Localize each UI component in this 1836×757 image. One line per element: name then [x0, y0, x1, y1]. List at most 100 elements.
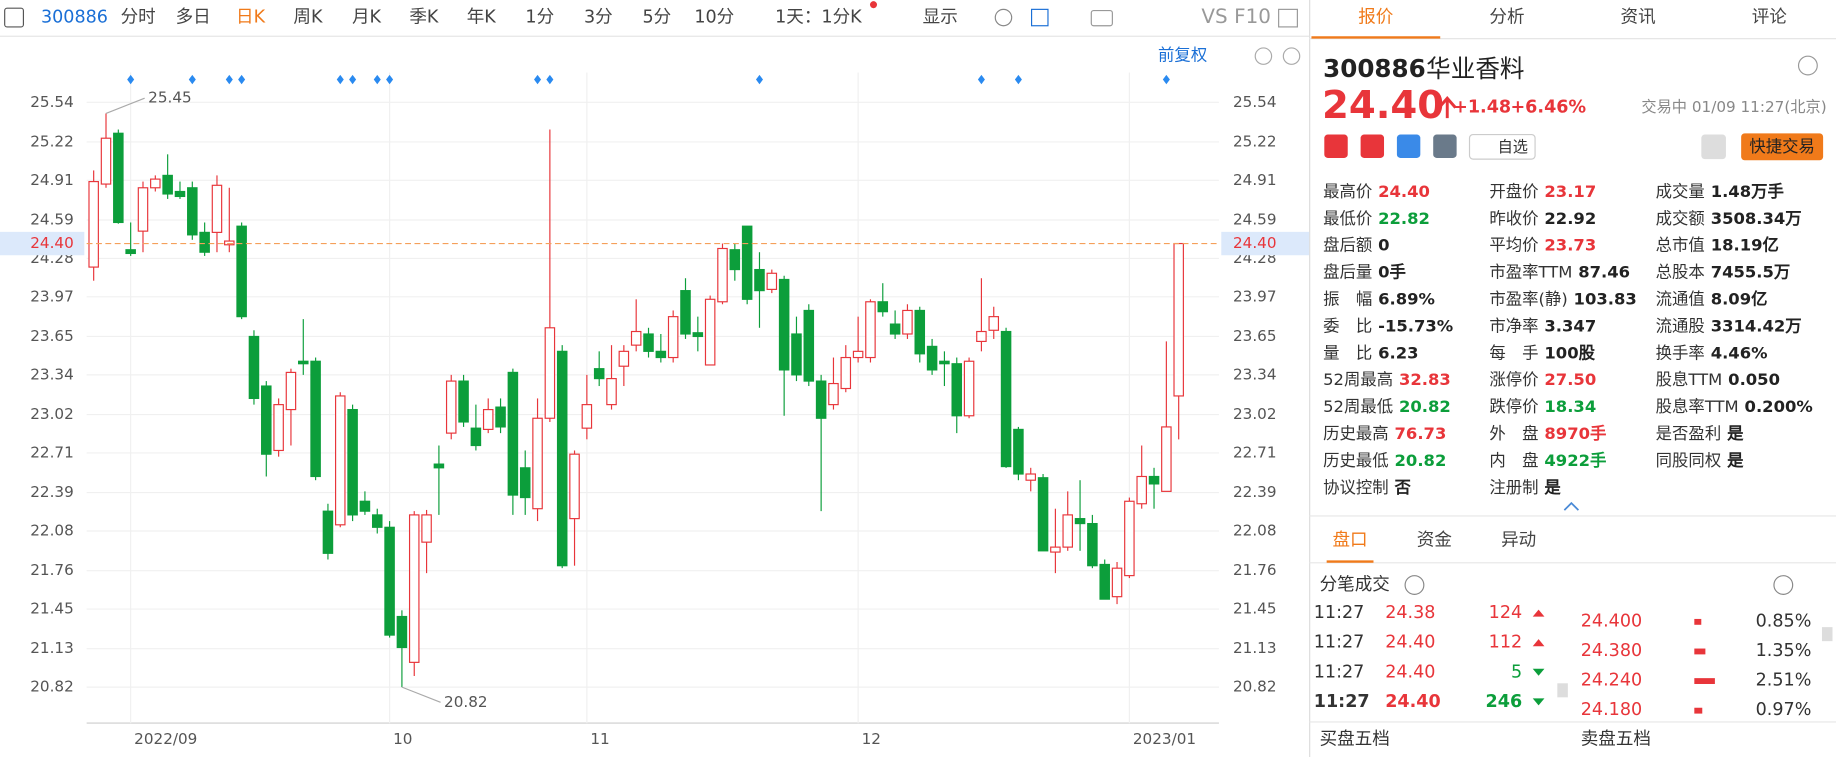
stat-item: 52周最高 32.83 [1323, 370, 1451, 389]
period-tab[interactable]: 季K [409, 8, 439, 28]
vs-button[interactable]: VS [1201, 5, 1227, 28]
stat-item: 是否盈利是 [1656, 424, 1744, 443]
last-price-label: 24.40 [1233, 234, 1277, 252]
panel-tab[interactable]: 报价 [1358, 8, 1394, 28]
period-tab[interactable]: 月K [352, 8, 382, 28]
candle-body [902, 309, 913, 335]
stat-value: 8970手 [1544, 424, 1606, 443]
period-tab[interactable]: 年K [467, 8, 497, 28]
candle-body [1136, 475, 1147, 505]
event-marker[interactable] [349, 74, 357, 85]
candle-body [1087, 522, 1098, 567]
candle-body [384, 526, 395, 636]
sub-tab[interactable]: 盘口 [1333, 531, 1368, 551]
event-marker[interactable] [238, 74, 246, 85]
candle-body [581, 404, 593, 429]
watch-button[interactable] [1468, 133, 1536, 160]
event-marker[interactable] [534, 74, 542, 85]
bell-button[interactable] [1701, 134, 1726, 160]
trade-price: 24.38 [1385, 603, 1435, 623]
stat-value: 103.83 [1574, 289, 1637, 308]
candle-body [593, 368, 605, 380]
menu-icon[interactable] [4, 7, 25, 28]
trade-time: 11:27 [1314, 662, 1365, 682]
quote-change-pct: +6.46% [1510, 98, 1586, 118]
scrollbar [1557, 683, 1568, 698]
interval-select[interactable]: 1天：1分K [775, 8, 862, 28]
info-icon[interactable] [1404, 575, 1425, 595]
candle-body [729, 249, 741, 271]
f10-button[interactable]: F10 [1234, 5, 1271, 28]
sub-tab[interactable]: 资金 [1417, 531, 1453, 551]
stat-item: 每 手 100股 [1489, 343, 1595, 362]
event-marker[interactable] [755, 74, 763, 85]
stat-label: 市净率 [1489, 316, 1538, 335]
candle-body [519, 467, 531, 499]
trade-button[interactable] [1741, 133, 1824, 161]
y-tick-label: 22.39 [30, 483, 74, 501]
draw-box-icon[interactable] [1030, 8, 1049, 27]
tag-icon[interactable] [1433, 134, 1457, 158]
stat-label: 最高价 [1323, 181, 1372, 200]
more-icon[interactable] [1773, 575, 1794, 595]
stat-item: 换手率 4.46% [1656, 343, 1768, 362]
panel-tab[interactable]: 评论 [1752, 8, 1788, 28]
y2-tick-label: 20.82 [1233, 678, 1277, 696]
watch-label[interactable]: 自选 [1498, 138, 1528, 156]
trade-price: 24.40 [1385, 692, 1441, 712]
event-marker[interactable] [1014, 74, 1022, 85]
period-tab[interactable]: 1分 [525, 8, 554, 28]
y2-tick-label: 23.97 [1233, 287, 1277, 305]
period-tab[interactable]: 分时 [121, 8, 156, 28]
period-tab[interactable]: 周K [293, 8, 323, 28]
event-marker[interactable] [546, 74, 554, 85]
stat-label: 流通股 [1656, 316, 1705, 335]
level-bar [1694, 678, 1715, 684]
camera-icon[interactable] [1090, 9, 1113, 27]
gear-icon[interactable] [1797, 55, 1818, 76]
stat-item: 52周最低 20.82 [1323, 397, 1451, 416]
y-tick-label: 22.71 [30, 443, 74, 461]
event-marker[interactable] [225, 74, 233, 85]
event-marker[interactable] [386, 74, 394, 85]
candle-body [569, 453, 580, 520]
stat-label: 总股本 [1656, 262, 1705, 281]
adjust-menu[interactable]: 前复权 [1158, 46, 1207, 65]
zoom-out-icon[interactable] [1254, 47, 1273, 65]
period-tab[interactable]: 5分 [643, 8, 672, 28]
alert-dot [869, 1, 878, 9]
trade-volume: 124 [1489, 603, 1523, 623]
period-tab[interactable]: 3分 [584, 8, 613, 28]
stat-label: 市盈率TTM [1489, 262, 1572, 281]
collapse-icon[interactable] [1563, 501, 1580, 511]
trade-label[interactable]: 快捷交易 [1749, 137, 1815, 156]
stat-label: 市盈率(静) [1489, 289, 1567, 308]
tag-icon[interactable] [1396, 134, 1421, 158]
tag-icon[interactable] [1360, 134, 1385, 158]
candle-body [1062, 514, 1073, 548]
stat-label: 同股同权 [1656, 450, 1722, 469]
period-tab[interactable]: 日K [236, 8, 266, 28]
candle-body [1161, 426, 1172, 492]
x-tick-label: 10 [393, 730, 412, 748]
sub-tab[interactable]: 异动 [1501, 531, 1536, 551]
candle-body [211, 184, 223, 233]
tag-icon[interactable] [1324, 134, 1348, 158]
stat-value: 0.200% [1745, 397, 1813, 416]
candle-body [187, 187, 198, 236]
y-tick-label: 23.34 [30, 365, 74, 383]
candle-body [828, 382, 839, 406]
period-tab[interactable]: 10分 [694, 8, 734, 28]
panel-tab[interactable]: 资讯 [1621, 8, 1656, 28]
panel-tab[interactable]: 分析 [1489, 8, 1524, 28]
panel-toggle-icon[interactable] [1278, 8, 1298, 28]
period-tab[interactable]: 多日 [176, 8, 211, 28]
zoom-in-icon[interactable] [1282, 47, 1301, 65]
event-marker[interactable] [188, 74, 196, 85]
candle-body [606, 378, 617, 406]
event-marker[interactable] [336, 74, 344, 85]
display-menu[interactable]: 显示 [923, 8, 958, 28]
event-marker[interactable] [127, 74, 135, 85]
settings-icon[interactable] [994, 8, 1013, 27]
event-marker[interactable] [373, 74, 381, 85]
